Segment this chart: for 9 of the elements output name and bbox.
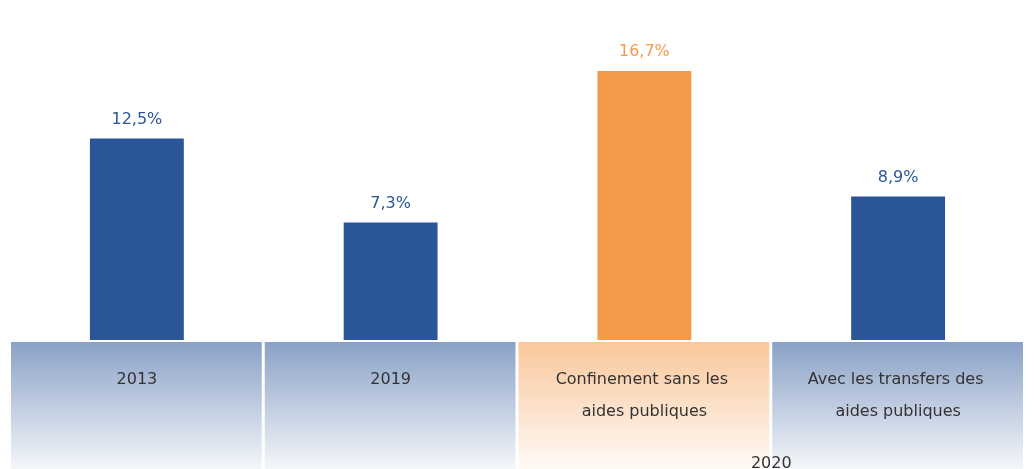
- data-label: 12,5%: [111, 109, 163, 129]
- data-label: 8,9%: [877, 167, 919, 187]
- x-tick-label: Confinement sans les aides publiques: [555, 368, 734, 420]
- data-label: 7,3%: [370, 192, 411, 212]
- x-tick-label: Avec les transfers des aides publiques: [807, 368, 989, 420]
- data-label: 16,7%: [618, 41, 670, 61]
- x-tick-label: 2013: [116, 368, 158, 388]
- x-tick-label: 2019: [370, 368, 411, 388]
- text: 2020: [750, 452, 792, 469]
